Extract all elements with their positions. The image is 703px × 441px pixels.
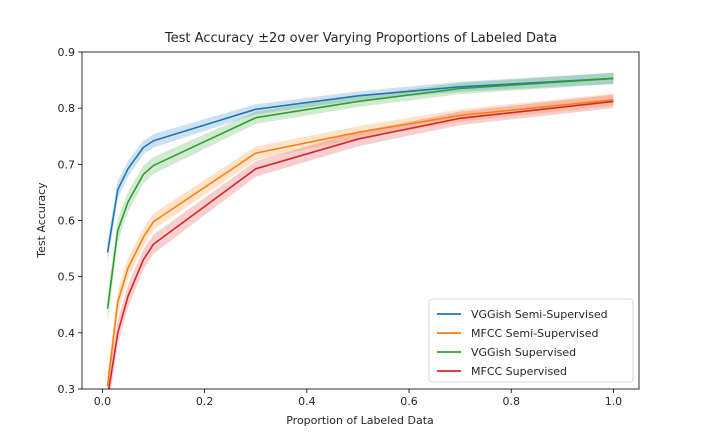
y-tick-label: 0.7 xyxy=(58,158,76,171)
legend-label-2: VGGish Supervised xyxy=(471,346,576,359)
chart-title: Test Accuracy ±2σ over Varying Proportio… xyxy=(164,31,557,46)
y-tick-label: 0.6 xyxy=(58,215,76,228)
series-line-1 xyxy=(106,98,614,387)
series-line-0 xyxy=(106,77,614,253)
x-tick-label: 0.6 xyxy=(400,395,418,408)
series-lines xyxy=(106,77,614,389)
series-line-2 xyxy=(106,77,614,309)
series-line-3 xyxy=(108,100,614,389)
legend: VGGish Semi-Supervised MFCC Semi-Supervis… xyxy=(428,298,634,383)
x-axis-label: Proportion of Labeled Data xyxy=(286,414,434,427)
y-tick-label: 0.9 xyxy=(58,46,76,59)
x-tick-label: 0.4 xyxy=(298,395,316,408)
legend-label-1: MFCC Semi-Supervised xyxy=(471,327,598,340)
legend-label-0: VGGish Semi-Supervised xyxy=(471,308,608,321)
y-axis-ticks: 0.3 0.4 0.5 0.6 0.7 0.8 0.9 xyxy=(58,46,82,396)
y-tick-label: 0.8 xyxy=(58,102,76,115)
x-tick-label: 0.8 xyxy=(502,395,520,408)
y-tick-label: 0.3 xyxy=(58,383,76,396)
legend-label-3: MFCC Supervised xyxy=(471,365,567,378)
legend-frame xyxy=(428,298,634,383)
series-band-0 xyxy=(107,72,614,264)
y-tick-label: 0.4 xyxy=(58,327,76,340)
x-tick-label: 1.0 xyxy=(605,395,623,408)
x-axis-ticks: 0.0 0.2 0.4 0.6 0.8 1.0 xyxy=(94,389,623,408)
x-tick-label: 0.2 xyxy=(196,395,214,408)
y-tick-label: 0.5 xyxy=(58,271,76,284)
x-tick-label: 0.0 xyxy=(94,395,112,408)
y-axis-label: Test Accuracy xyxy=(35,182,48,259)
